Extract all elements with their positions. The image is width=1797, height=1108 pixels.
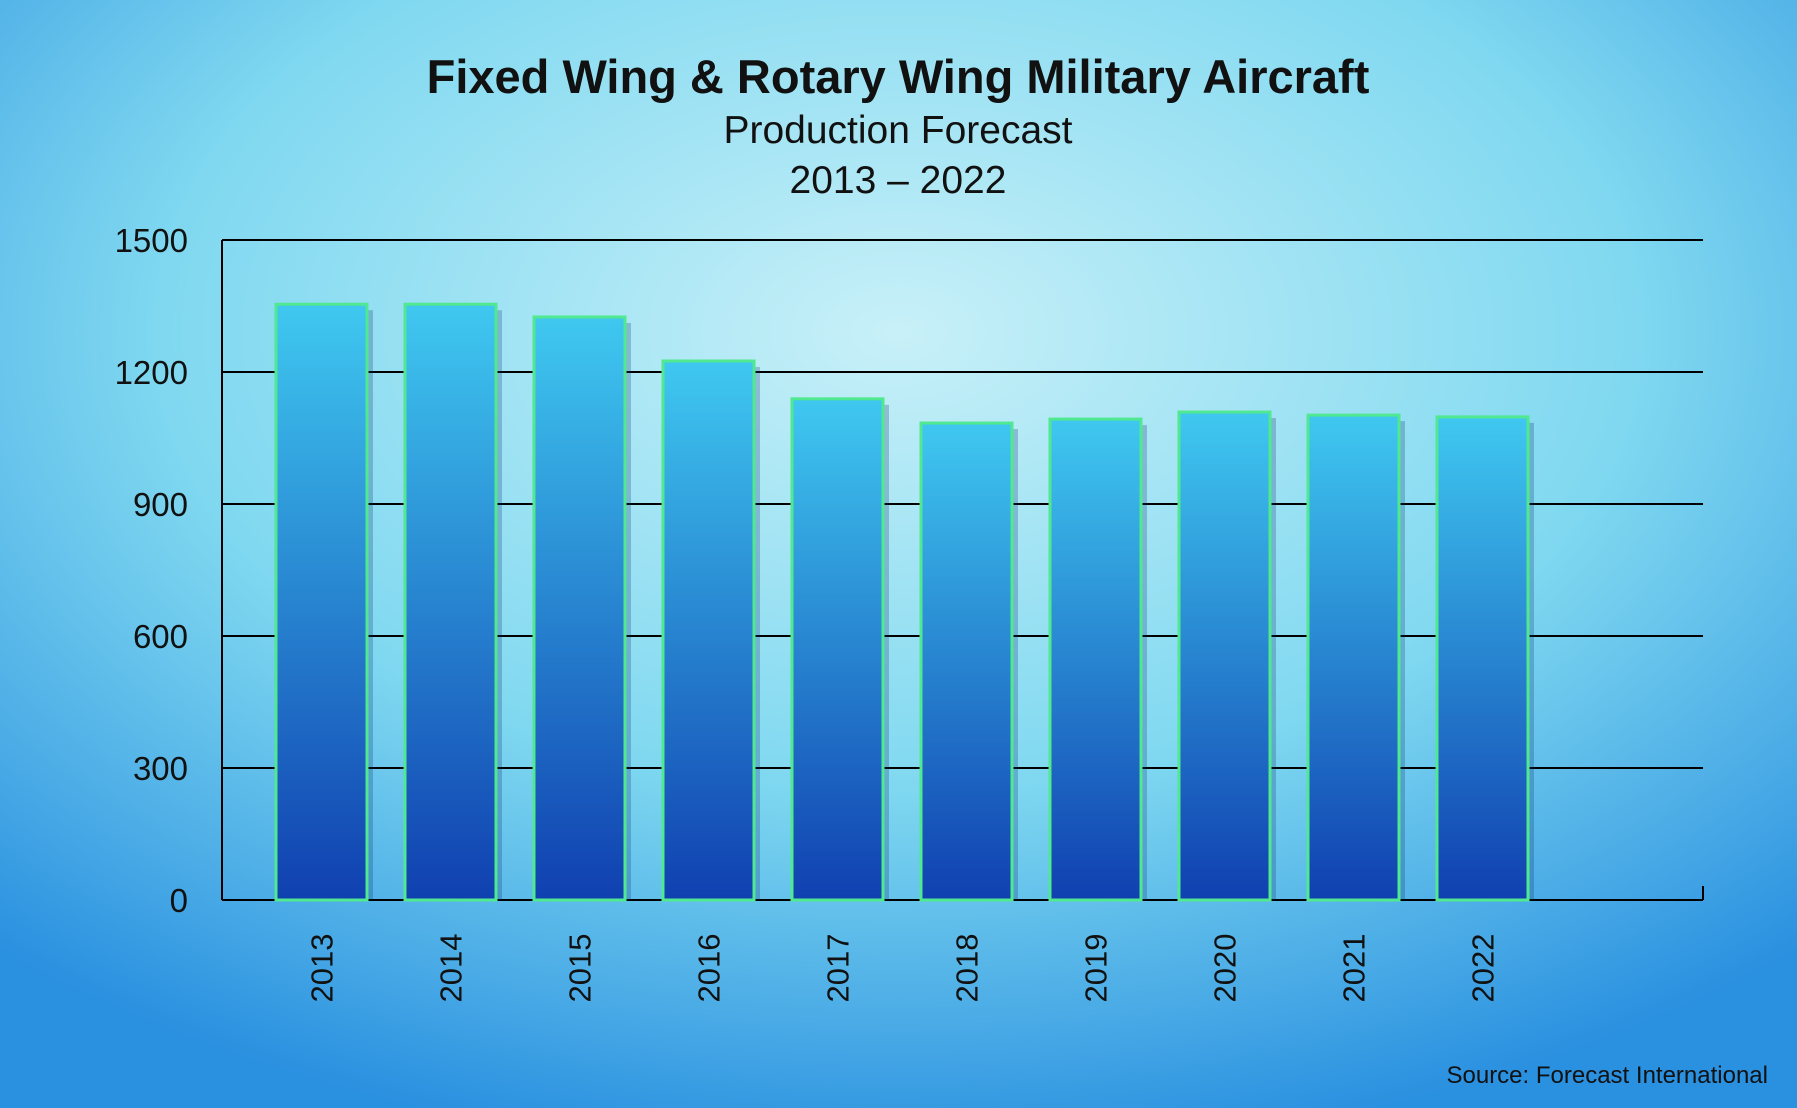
x-tick-label: 2019 (1079, 934, 1114, 1003)
bar (1048, 417, 1143, 902)
bar (661, 359, 756, 902)
x-tick-label: 2016 (692, 934, 727, 1003)
chart-subtitle-years: 2013 – 2022 (790, 159, 1007, 202)
y-tick-label: 1500 (115, 222, 188, 259)
y-tick-label: 1200 (115, 354, 188, 391)
y-tick-label: 600 (133, 618, 188, 655)
source-note: Source: Forecast International (1446, 1062, 1768, 1089)
bar (532, 315, 627, 902)
bar (919, 421, 1014, 902)
bar (1306, 413, 1401, 902)
bar (1177, 410, 1272, 902)
bar (403, 302, 498, 902)
y-tick-label: 900 (133, 486, 188, 523)
y-tick-label: 300 (133, 750, 188, 787)
chart-subtitle: Production Forecast (723, 109, 1072, 152)
x-tick-label: 2021 (1337, 934, 1372, 1003)
x-tick-label: 2014 (434, 934, 469, 1003)
bar (274, 302, 369, 902)
x-tick-label: 2020 (1208, 934, 1243, 1003)
x-tick-label: 2022 (1466, 934, 1501, 1003)
y-tick-label: 0 (170, 882, 188, 919)
chart-title: Fixed Wing & Rotary Wing Military Aircra… (427, 50, 1370, 103)
bar (790, 397, 885, 902)
x-tick-label: 2013 (305, 934, 340, 1003)
x-tick-label: 2018 (950, 934, 985, 1003)
x-tick-label: 2015 (563, 934, 598, 1003)
x-tick-label: 2017 (821, 934, 856, 1003)
bar (1435, 415, 1530, 902)
